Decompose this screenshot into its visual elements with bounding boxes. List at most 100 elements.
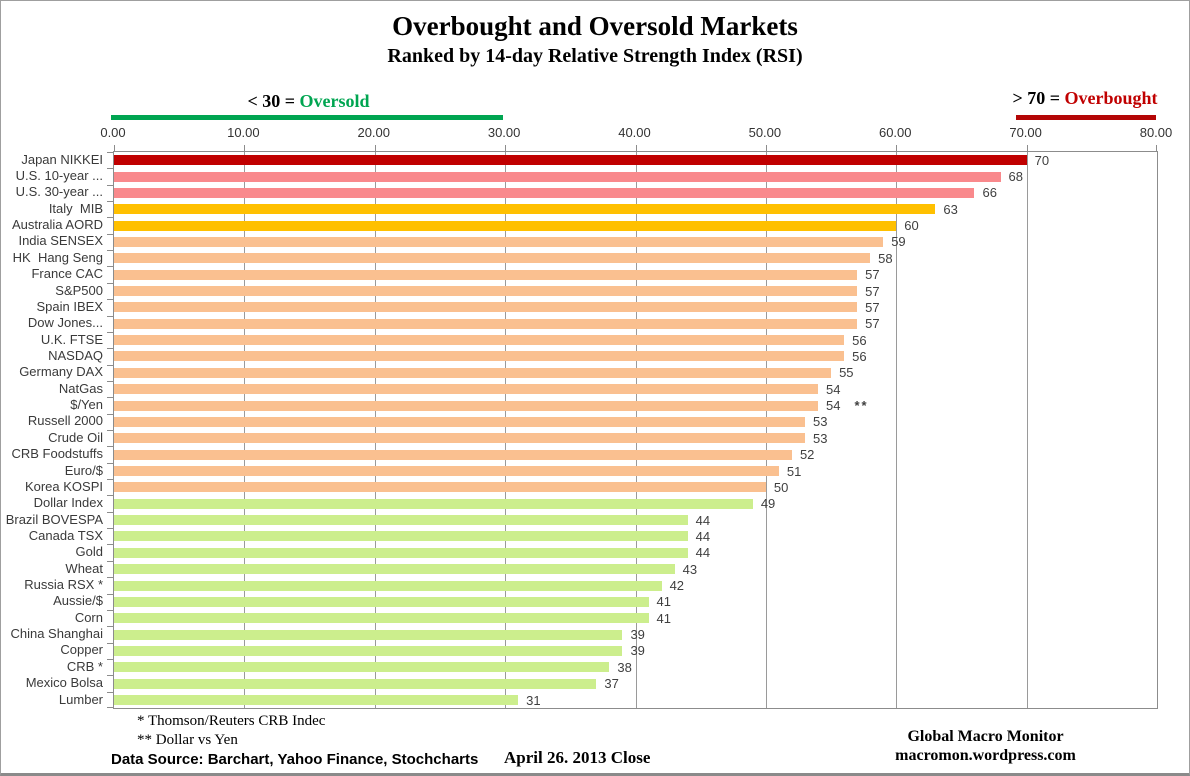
value-label: 56: [852, 332, 867, 348]
category-tick-mark: [107, 642, 114, 644]
category-tick-mark: [107, 201, 114, 203]
gridline: [765, 152, 767, 708]
category-label: China Shanghai: [10, 626, 103, 642]
bar-row: 54: [114, 381, 1157, 397]
bar: [114, 416, 805, 427]
bar-row: 53: [114, 414, 1157, 430]
category-tick-mark: [107, 577, 114, 579]
bar-row: 56: [114, 348, 1157, 364]
bar: [114, 678, 597, 689]
bar-row: 41: [114, 594, 1157, 610]
bar-row: 57: [114, 299, 1157, 315]
x-tick-mark: [114, 145, 115, 152]
bar-row: 59: [114, 234, 1157, 250]
category-tick-mark: [107, 184, 114, 186]
category-label: Wheat: [65, 560, 103, 576]
bar-row: 51: [114, 463, 1157, 479]
category-tick-mark: [107, 430, 114, 431]
x-tick-mark: [765, 145, 767, 152]
category-tick-mark: [107, 168, 114, 170]
bar: [114, 220, 897, 231]
category-label: Copper: [60, 642, 103, 658]
x-tick-mark: [505, 145, 507, 152]
bar-row: 37: [114, 676, 1157, 692]
value-label: 39: [630, 627, 645, 643]
x-tick-label: 30.00: [487, 125, 521, 140]
bar: [114, 351, 845, 362]
category-tick-mark: [107, 348, 114, 350]
bar: [114, 482, 766, 493]
bar: [114, 367, 832, 378]
category-label: Canada TSX: [28, 527, 103, 543]
value-label: 55: [839, 365, 854, 381]
bar: [114, 335, 845, 346]
chart-subtitle: Ranked by 14-day Relative Strength Index…: [387, 45, 803, 67]
category-label: Brazil BOVESPA: [5, 511, 103, 527]
bar: [114, 580, 662, 591]
x-tick-label: 70.00: [1009, 125, 1042, 140]
value-label: 51: [786, 463, 802, 479]
category-label: Euro/$: [64, 462, 103, 478]
value-label: 50: [773, 479, 789, 495]
value-label: 53: [812, 430, 828, 446]
category-label: HK Hang Seng: [12, 249, 103, 265]
gridline: [1026, 152, 1028, 708]
bar-row: 39: [114, 626, 1157, 642]
category-label: Aussie/$: [53, 593, 103, 609]
category-label: Italy MIB: [48, 200, 103, 216]
category-label: Dollar Index: [33, 495, 103, 511]
category-label: S&P500: [55, 282, 103, 298]
x-tick-mark: [374, 145, 376, 152]
bar: [114, 613, 649, 624]
bar-row: 54 **: [114, 397, 1157, 413]
bar-row: 38: [114, 659, 1157, 675]
category-label: Gold: [75, 544, 103, 560]
x-tick-label: 50.00: [748, 125, 782, 140]
x-tick-mark: [1026, 145, 1028, 152]
value-label: 66: [982, 185, 997, 201]
bar-row: 52: [114, 446, 1157, 462]
x-tick-label: 0.00: [100, 125, 126, 140]
category-label: U.S. 30-year ...: [15, 184, 103, 200]
close-date-text: April 26. 2013 Close: [504, 748, 651, 767]
brand-url: macromon.wordpress.com: [895, 747, 1076, 764]
value-label: 57: [865, 267, 880, 283]
bar-row: 55: [114, 365, 1157, 381]
bar: [114, 187, 975, 198]
category-label: CRB Foodstuffs: [11, 446, 103, 462]
bar-row: 53: [114, 430, 1157, 446]
category-tick-mark: [107, 479, 114, 481]
data-source-text: Data Source: Barchart, Yahoo Finance, St…: [111, 751, 479, 768]
bar: [114, 531, 688, 542]
bar: [114, 171, 1001, 182]
value-label: 53: [812, 414, 828, 430]
category-axis-labels: Japan NIKKEI U.S. 10-year ... U.S. 30-year…: [1, 151, 105, 707]
value-label: 41: [656, 610, 671, 626]
category-tick-mark: [107, 691, 114, 693]
category-tick-mark: [107, 397, 114, 399]
x-tick-label: 80.00: [1139, 125, 1173, 140]
bar: [114, 155, 1027, 166]
category-label: India SENSEX: [18, 233, 103, 249]
category-tick-mark: [107, 380, 114, 382]
bar-row: 49: [114, 496, 1157, 512]
category-label: Korea KOSPI: [24, 478, 103, 494]
value-label: 38: [617, 659, 632, 675]
x-tick-label: 20.00: [357, 125, 391, 140]
x-axis-labels: 0.00 10.00 20.00 30.00 40.00 50.00 60.00 70.00 8…: [100, 125, 1172, 141]
gridline: [505, 152, 507, 708]
brand-name: Global Macro Monitor: [907, 728, 1064, 745]
category-tick-mark: [107, 626, 114, 628]
category-label: Australia AORD: [11, 217, 103, 233]
category-tick-mark: [107, 462, 114, 464]
bar-row: 44: [114, 512, 1157, 528]
value-label: 41: [656, 594, 671, 610]
bar-row: 41: [114, 610, 1157, 626]
bar-row: 57: [114, 267, 1157, 283]
value-note: **: [854, 398, 869, 414]
category-tick-mark: [107, 331, 114, 333]
category-label: Dow Jones...: [27, 315, 103, 331]
oversold-range-line: [111, 115, 503, 120]
value-label: 58: [878, 250, 893, 266]
